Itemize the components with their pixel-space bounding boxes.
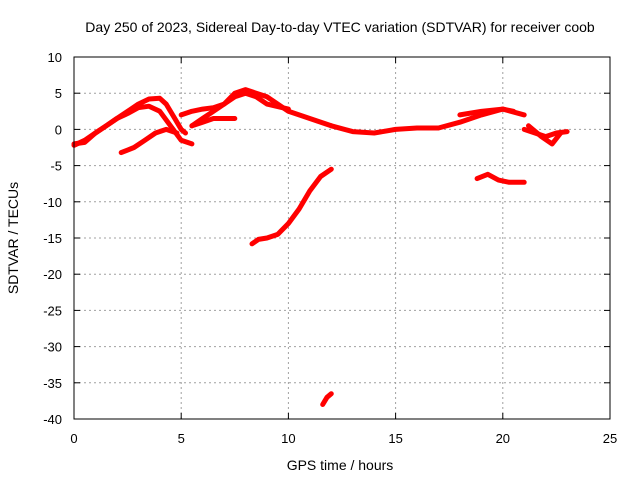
x-tick-label: 15	[388, 431, 402, 446]
grid	[74, 57, 610, 419]
x-tick-label: 10	[281, 431, 295, 446]
x-tick-label: 20	[496, 431, 510, 446]
ticks: 0 5 10 15 20 25 10 5 0 -5 -10 -15 -20 -25 -30 -35 -40	[43, 50, 617, 446]
series-track-4	[189, 87, 334, 129]
series-track-12	[474, 171, 527, 185]
y-tick-label: 0	[55, 122, 62, 137]
chart-title: Day 250 of 2023, Sidereal Day-to-day VTE…	[85, 19, 595, 35]
x-tick-label: 0	[70, 431, 77, 446]
y-tick-label: -15	[43, 231, 62, 246]
y-tick-label: -10	[43, 195, 62, 210]
y-tick-label: 5	[55, 86, 62, 101]
series-track-13	[320, 391, 334, 407]
x-tick-label: 25	[603, 431, 617, 446]
y-tick-label: -35	[43, 376, 62, 391]
series-track-11	[249, 166, 334, 247]
y-tick-label: -20	[43, 267, 62, 282]
y-tick-label: -30	[43, 340, 62, 355]
x-axis-label: GPS time / hours	[287, 457, 394, 473]
series-track-8	[457, 106, 516, 118]
series-track-3	[118, 126, 180, 156]
series-track-6	[189, 116, 238, 129]
series-track-10	[526, 123, 564, 147]
y-axis-label: SDTVAR / TECUs	[5, 182, 21, 294]
x-tick-label: 5	[178, 431, 185, 446]
y-tick-label: -40	[43, 412, 62, 427]
y-tick-label: -25	[43, 303, 62, 318]
series-layer	[71, 87, 570, 407]
series-track-5	[178, 90, 291, 118]
series-track-2	[71, 103, 195, 148]
y-tick-label: -5	[50, 159, 62, 174]
y-tick-label: 10	[48, 50, 62, 65]
